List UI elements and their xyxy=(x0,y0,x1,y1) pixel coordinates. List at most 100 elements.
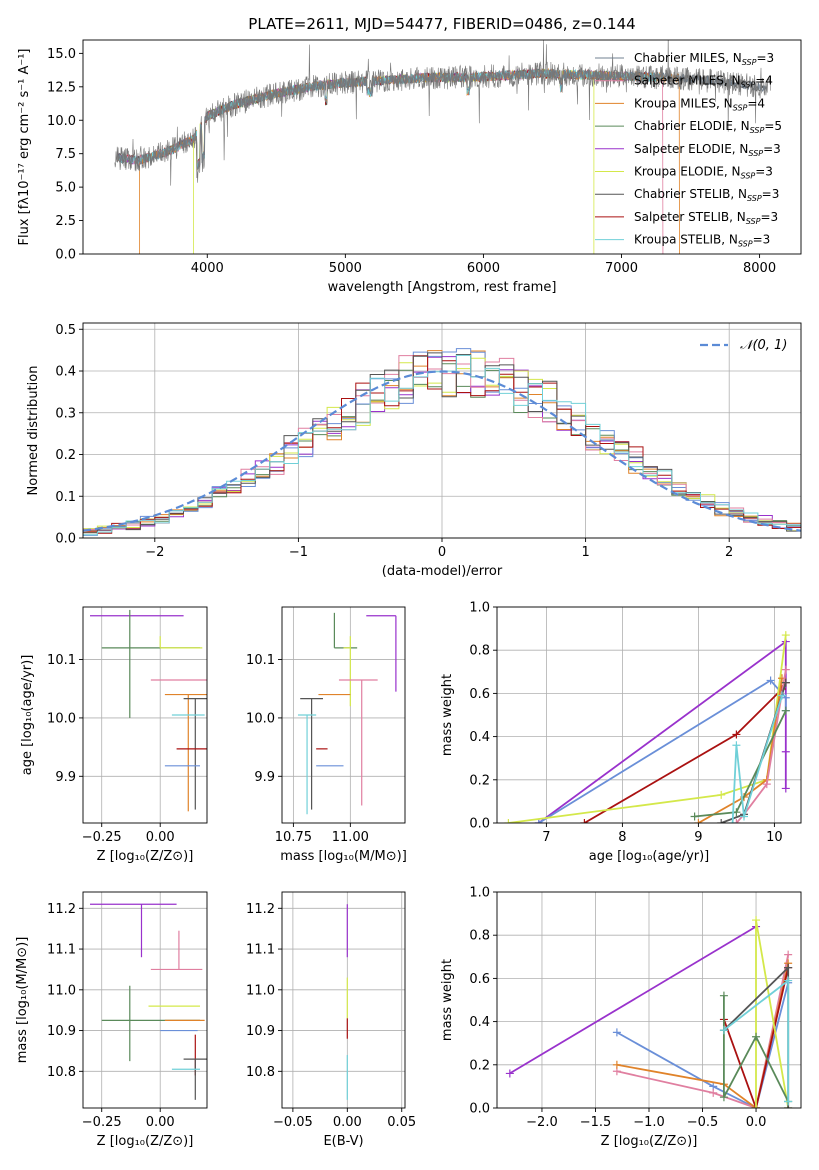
spectrum-plot-area xyxy=(114,40,771,254)
massweight-vs-age-plot-area xyxy=(504,631,790,823)
legend-entry: Kroupa ELODIE, NSSP=3 xyxy=(634,165,773,181)
series-line xyxy=(508,634,787,823)
y-tick-label: 0.4 xyxy=(469,730,490,745)
y-tick-label: 0.8 xyxy=(469,929,490,944)
x-tick-label: 7 xyxy=(542,830,550,845)
y-tick-label: 0.0 xyxy=(469,817,490,832)
data-point xyxy=(101,609,200,718)
axes-frame xyxy=(82,891,208,1109)
y-tick-label: 10.0 xyxy=(47,114,76,129)
y-tick-label: 0.6 xyxy=(469,687,490,702)
y-axis-label: mass [log₁₀(M/M⊙)] xyxy=(15,937,30,1064)
series-line xyxy=(509,925,757,1075)
data-marker xyxy=(732,819,741,823)
y-tick-label: 1.0 xyxy=(469,601,490,616)
legend-entry: Chabrier STELIB, NSSP=3 xyxy=(634,187,779,203)
x-tick-label: 2 xyxy=(725,545,733,560)
x-tick-label: −0.5 xyxy=(687,1115,719,1130)
x-tick-label: 8 xyxy=(618,830,626,845)
x-tick-label: 6000 xyxy=(467,261,500,276)
legend: Chabrier MILES, NSSP=3 Salpeter MILES, NS… xyxy=(595,51,782,249)
x-tick-label: −1.0 xyxy=(633,1115,665,1130)
massweight-vs-z-chart: −2.0 −1.5 −1.0 −0.5 0.0 0.0 0.2 0.4 0.6 0.8 1.0 Z [… xyxy=(440,886,802,1149)
x-tick-label: −0.25 xyxy=(82,830,122,845)
y-tick-label: 11.2 xyxy=(47,902,76,917)
data-point xyxy=(183,698,207,810)
y-tick-label: 0.1 xyxy=(55,490,76,505)
data-marker xyxy=(784,976,793,985)
y-tick-label: 10.8 xyxy=(246,1065,275,1080)
x-tick-label: 11.00 xyxy=(332,830,369,845)
data-marker xyxy=(580,819,589,823)
y-tick-label: 7.5 xyxy=(55,147,76,162)
x-axis-label: Z [log₁₀(Z/Z⊙)] xyxy=(97,1134,194,1149)
data-marker xyxy=(728,819,737,823)
y-tick-label: 0.8 xyxy=(469,644,490,659)
data-marker xyxy=(719,1093,728,1102)
data-point xyxy=(366,615,397,692)
data-marker xyxy=(778,691,786,700)
data-marker xyxy=(709,1088,718,1097)
series-line xyxy=(731,695,783,823)
x-tick-label: −1 xyxy=(289,545,308,560)
x-axis-label: Z [log₁₀(Z/Z⊙)] xyxy=(601,1134,698,1149)
y-tick-label: 0.4 xyxy=(55,365,76,380)
chart-title: PLATE=2611, MJD=54477, FIBERID=0486, z=0… xyxy=(248,15,635,33)
data-marker xyxy=(740,812,748,821)
y-tick-label: 11.0 xyxy=(246,983,275,998)
observed-spectrum xyxy=(114,40,771,186)
x-axis-label: mass [log₁₀(M/M⊙)] xyxy=(280,849,407,864)
data-marker xyxy=(781,678,790,687)
mass-vs-z-plot-area xyxy=(90,903,207,1100)
series-line xyxy=(616,954,790,1108)
spectrum-chart: 4000 5000 6000 7000 8000 0.0 2.5 5.0 7.5 10.0 12.5… xyxy=(17,15,802,295)
x-tick-label: 5000 xyxy=(329,261,362,276)
y-tick-label: 0.0 xyxy=(55,248,76,263)
series-line xyxy=(538,639,787,823)
data-marker xyxy=(719,1026,728,1035)
data-marker xyxy=(752,916,761,925)
y-tick-label: 0.0 xyxy=(469,1102,490,1117)
legend-entry: Chabrier MILES, NSSP=3 xyxy=(634,51,774,67)
x-tick-label: 0.00 xyxy=(146,1115,175,1130)
y-axis-label: mass weight xyxy=(440,674,455,756)
y-tick-label: 0.4 xyxy=(469,1015,490,1030)
x-axis-label: E(B-V) xyxy=(323,1134,363,1149)
data-marker xyxy=(766,676,775,685)
age-vs-mass-plot-area xyxy=(297,612,397,815)
data-marker xyxy=(719,991,728,1000)
series-line xyxy=(583,682,787,823)
series-line xyxy=(723,967,790,1108)
y-axis-label: Normed distribution xyxy=(26,366,41,496)
x-tick-label: −2.0 xyxy=(526,1115,558,1130)
mass-vs-ebv-chart: −0.05 0.00 0.05 10.8 10.9 11.0 11.1 11.2 E(B-V) xyxy=(246,891,416,1149)
y-axis-label: mass weight xyxy=(440,959,455,1041)
data-marker xyxy=(781,631,790,640)
x-axis-label: (data-model)/error xyxy=(382,564,503,579)
massweight-vs-age-chart: 7 8 9 10 0.0 0.2 0.4 0.6 0.8 1.0 age [log₁₀(age/yr… xyxy=(440,601,802,864)
data-marker xyxy=(504,819,513,823)
series-line xyxy=(735,669,787,823)
y-tick-label: 5.0 xyxy=(55,181,76,196)
x-tick-label: 0.0 xyxy=(746,1115,767,1130)
y-tick-label: 10.0 xyxy=(47,711,76,726)
x-tick-label: −1.5 xyxy=(580,1115,612,1130)
axes-frame xyxy=(82,606,208,824)
data-point xyxy=(150,930,203,971)
data-point xyxy=(183,1058,207,1100)
y-tick-label: 2.5 xyxy=(55,214,76,229)
y-tick-label: 0.2 xyxy=(55,448,76,463)
x-tick-label: 4000 xyxy=(191,261,224,276)
age-vs-mass-chart: 10.75 11.00 9.9 10.0 10.1 mass [log₁₀(M/M⊙)] xyxy=(246,606,407,864)
legend-entry: 𝒩(0, 1) xyxy=(740,338,787,353)
data-marker xyxy=(781,706,790,715)
data-point xyxy=(333,612,358,649)
y-axis-label: age [log₁₀(age/yr)] xyxy=(20,655,35,776)
data-point xyxy=(343,636,351,707)
histogram-plot-area xyxy=(83,348,801,538)
data-marker xyxy=(781,665,790,674)
x-tick-label: 0.00 xyxy=(146,830,175,845)
y-tick-label: 15.0 xyxy=(47,47,76,62)
data-marker xyxy=(781,784,790,793)
